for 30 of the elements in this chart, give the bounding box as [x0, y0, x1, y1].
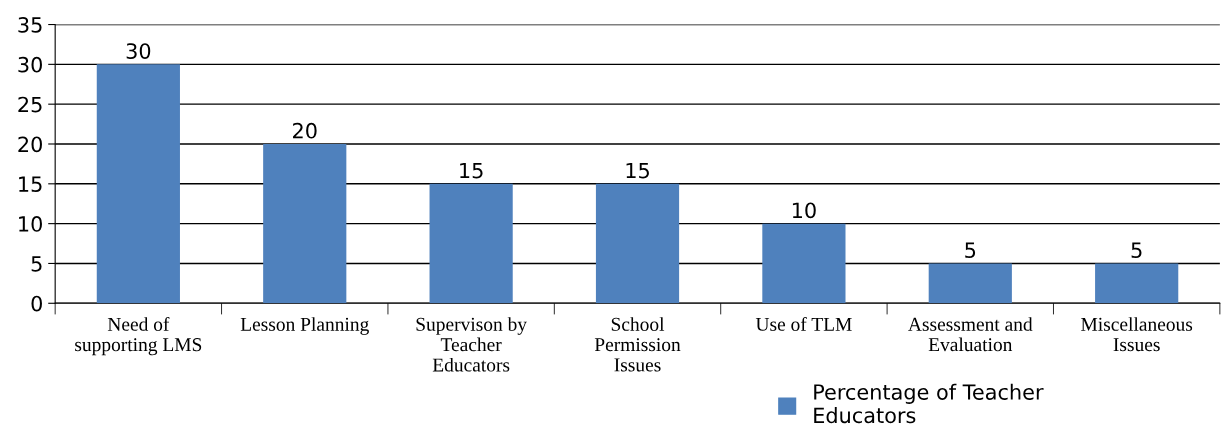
bar [263, 143, 347, 304]
x-tick-label: Assessment and Evaluation [908, 317, 1033, 352]
bar [928, 263, 1012, 304]
data-label: 20 [293, 122, 317, 139]
data-label: 5 [965, 242, 976, 259]
data-label: 10 [792, 202, 816, 219]
bar [96, 64, 180, 304]
bar [1095, 263, 1179, 304]
y-tick-label: 0 [31, 295, 42, 312]
y-tick-label: 20 [18, 136, 42, 153]
x-tick-label: Use of TLM [755, 316, 852, 331]
data-label: 15 [626, 162, 649, 179]
x-tick-label: Miscellaneous Issues [1081, 317, 1193, 352]
x-tick-label: Need of supporting LMS [75, 316, 202, 356]
bar [762, 223, 846, 304]
y-tick-label: 35 [18, 16, 42, 33]
y-tick-label: 30 [18, 56, 42, 73]
data-label: 5 [1131, 242, 1142, 259]
x-tick-label: Supervison by Teacher Educators [416, 317, 527, 372]
y-tick-label: 15 [19, 176, 42, 193]
legend-label: Percentage of Teacher Educators [814, 383, 1044, 424]
bar [595, 183, 680, 304]
y-tick-label: 5 [31, 256, 42, 272]
x-tick-label: Lesson Planning [240, 317, 369, 335]
x-tick-label: School Permission Issues [594, 317, 681, 372]
data-label: 15 [460, 162, 483, 179]
y-tick-label: 10 [19, 216, 42, 232]
y-tick-label: 25 [18, 96, 42, 113]
bar [429, 183, 513, 304]
data-label: 30 [126, 43, 151, 59]
